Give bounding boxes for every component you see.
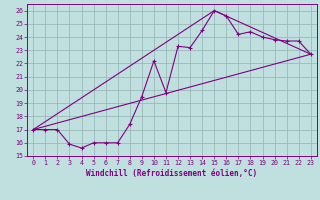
X-axis label: Windchill (Refroidissement éolien,°C): Windchill (Refroidissement éolien,°C) xyxy=(86,169,258,178)
